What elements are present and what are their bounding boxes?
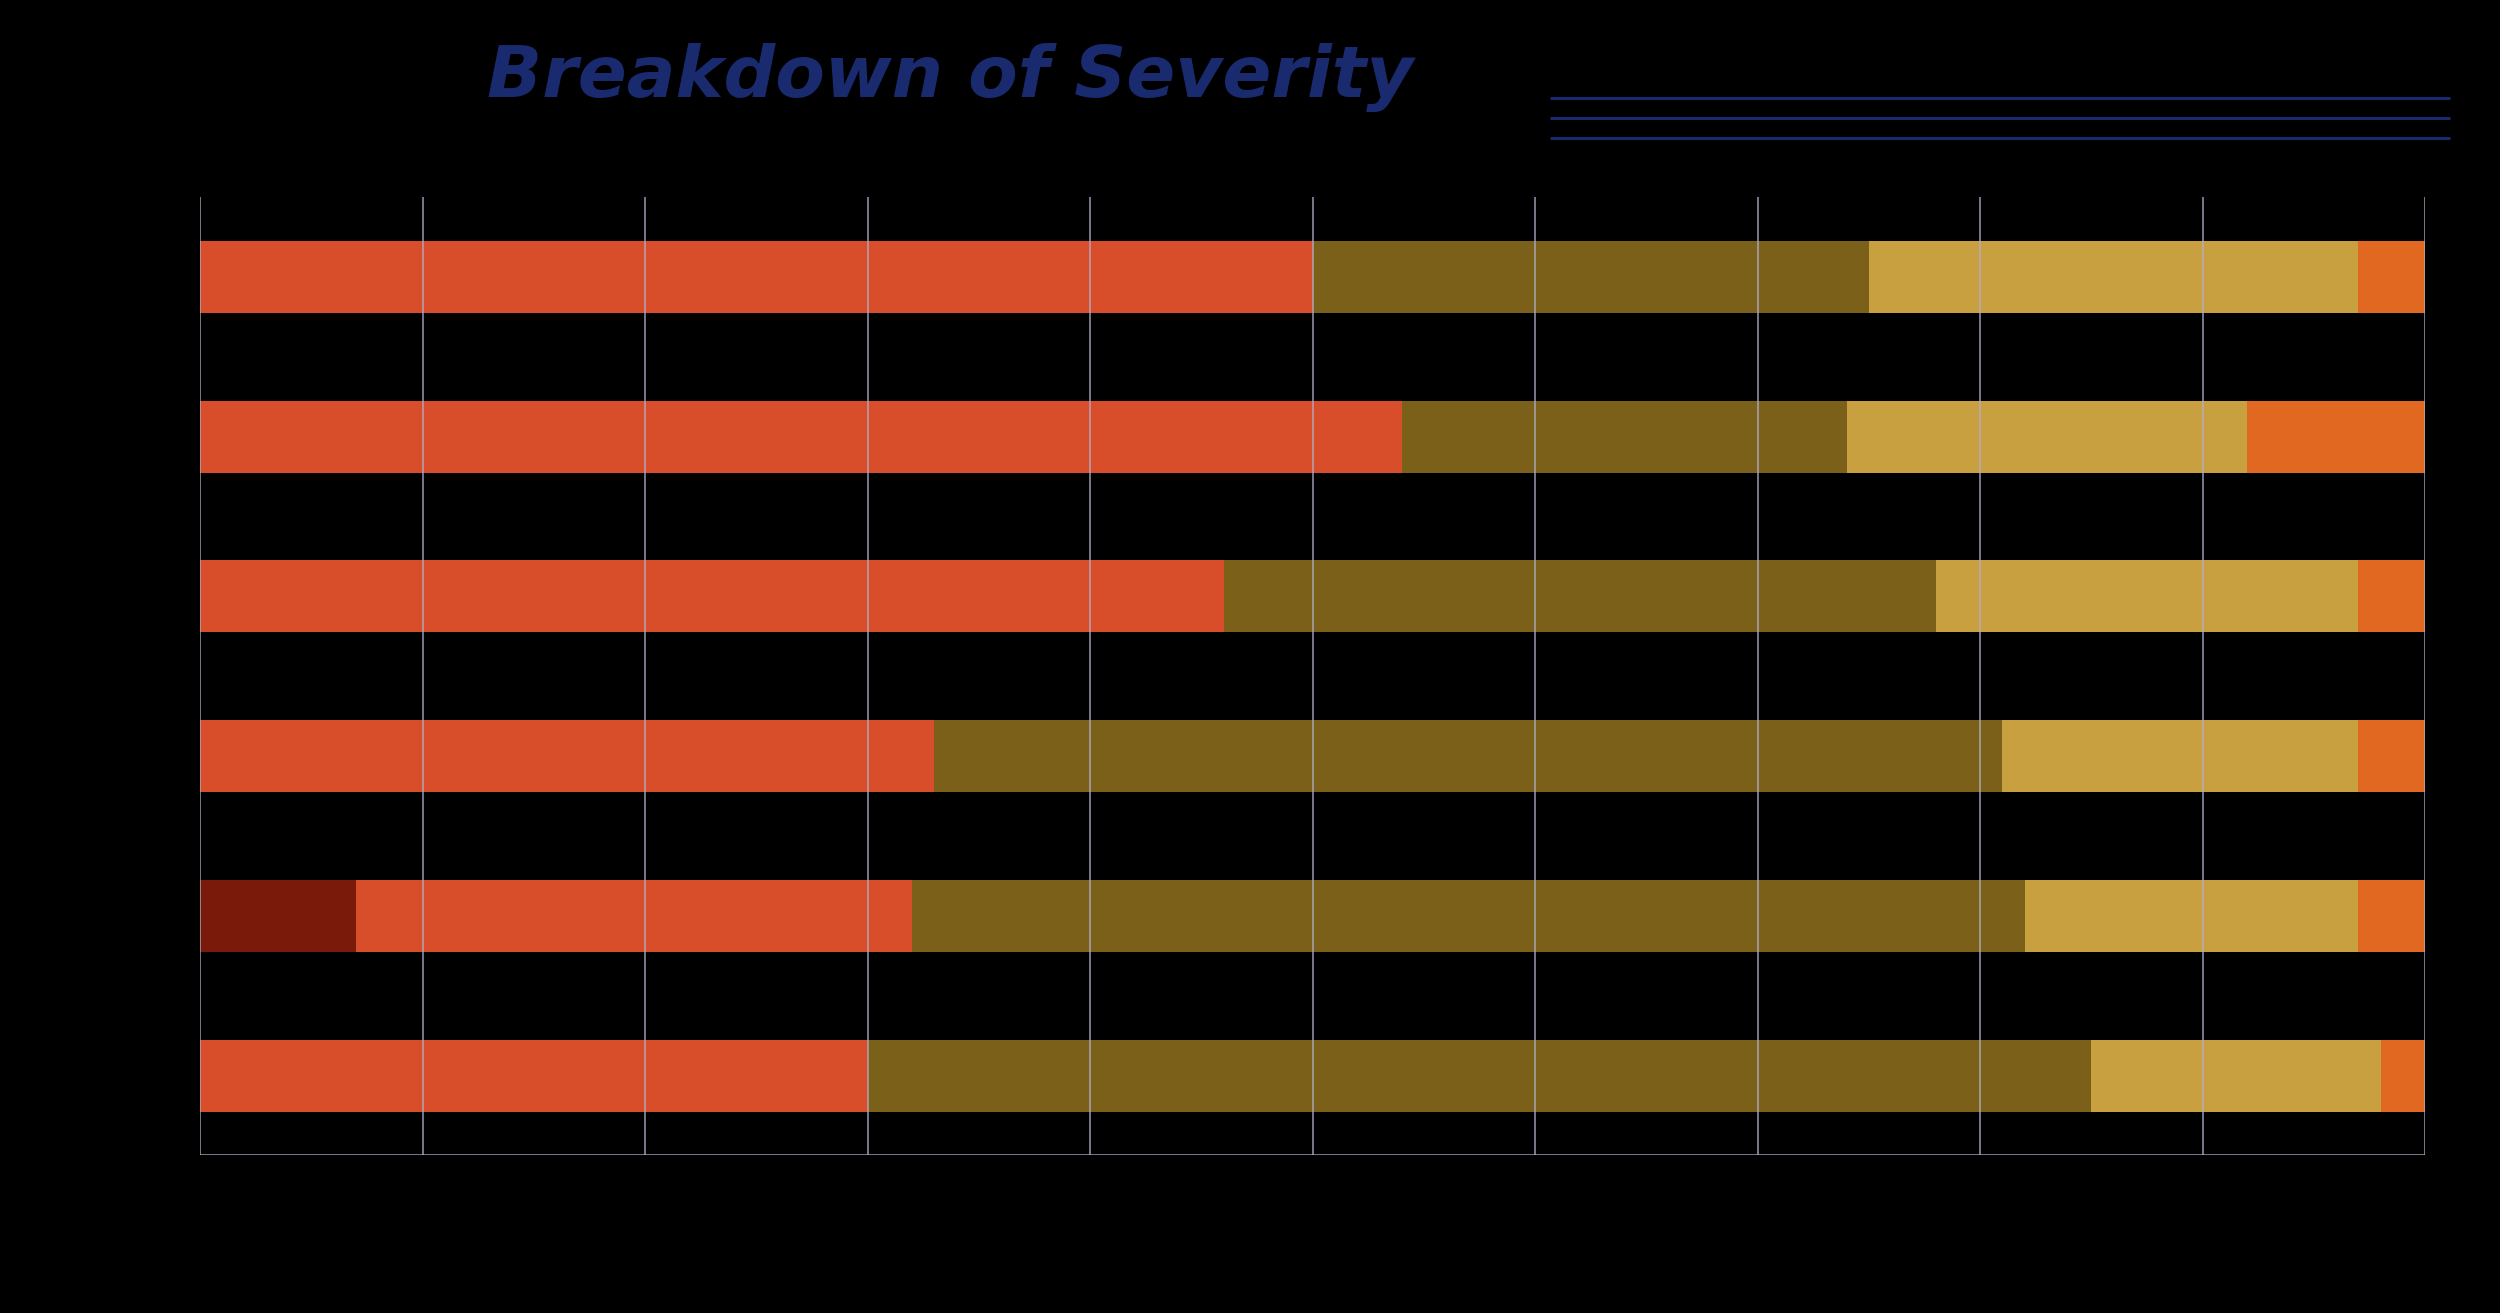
Bar <box>200 240 1312 312</box>
Bar <box>2358 240 2425 312</box>
Bar <box>1848 400 2248 473</box>
Bar <box>2358 720 2425 792</box>
Text: Breakdown of Severity: Breakdown of Severity <box>488 42 1412 112</box>
Bar <box>1222 561 1935 633</box>
Bar <box>2358 561 2425 633</box>
Bar <box>1312 240 1870 312</box>
Bar <box>355 880 912 952</box>
Bar <box>1403 400 1848 473</box>
Bar <box>912 880 2025 952</box>
Bar <box>2358 880 2425 952</box>
Bar <box>200 1040 867 1112</box>
Bar <box>1935 561 2358 633</box>
Bar <box>2090 1040 2380 1112</box>
Bar <box>200 561 1222 633</box>
Bar <box>2002 720 2358 792</box>
Bar <box>2380 1040 2425 1112</box>
Bar <box>2248 400 2425 473</box>
Bar <box>1870 240 2358 312</box>
Bar <box>200 880 355 952</box>
Bar <box>200 720 935 792</box>
Bar <box>2025 880 2358 952</box>
Bar <box>200 400 1402 473</box>
Bar <box>935 720 2003 792</box>
Bar <box>867 1040 2090 1112</box>
